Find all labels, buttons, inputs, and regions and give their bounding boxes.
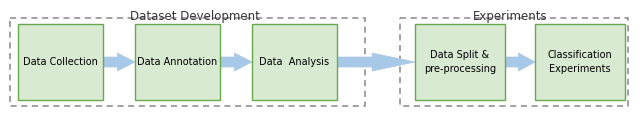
Text: Data Annotation: Data Annotation <box>138 57 218 67</box>
Polygon shape <box>505 53 535 71</box>
Bar <box>535 24 625 100</box>
Polygon shape <box>337 53 415 71</box>
Bar <box>10 18 365 106</box>
Polygon shape <box>103 53 135 71</box>
Text: Experiments: Experiments <box>473 10 547 23</box>
Bar <box>415 24 505 100</box>
Text: Data Split &
pre-processing: Data Split & pre-processing <box>424 50 496 74</box>
Text: Data  Analysis: Data Analysis <box>259 57 330 67</box>
Bar <box>400 18 628 106</box>
Bar <box>252 24 337 100</box>
Text: Data Collection: Data Collection <box>23 57 98 67</box>
Text: Classification
Experiments: Classification Experiments <box>548 50 612 74</box>
Polygon shape <box>220 53 252 71</box>
Bar <box>18 24 103 100</box>
Text: Dataset Development: Dataset Development <box>130 10 260 23</box>
Bar <box>135 24 220 100</box>
